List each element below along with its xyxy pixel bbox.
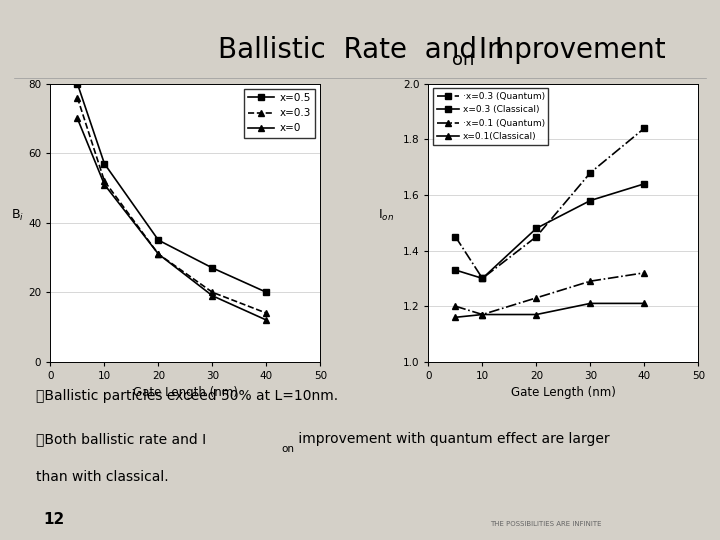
Y-axis label: B$_i$: B$_i$ <box>11 208 24 222</box>
Legend: x=0.5, x=0.3, x=0: x=0.5, x=0.3, x=0 <box>244 89 315 138</box>
Y-axis label: I$_{on}$: I$_{on}$ <box>378 208 394 222</box>
Text: ・Ballistic particles exceed 50% at L=10nm.: ・Ballistic particles exceed 50% at L=10n… <box>36 389 338 403</box>
Text: than with classical.: than with classical. <box>36 470 168 484</box>
Text: 12: 12 <box>43 511 65 526</box>
Legend: ·x=0.3 (Quantum), x=0.3 (Classical), ·x=0.1 (Quantum), x=0.1(Classical): ·x=0.3 (Quantum), x=0.3 (Classical), ·x=… <box>433 88 549 145</box>
Text: Ballistic  Rate  and  I: Ballistic Rate and I <box>217 36 503 64</box>
Text: ・Both ballistic rate and I: ・Both ballistic rate and I <box>36 432 206 446</box>
Text: on: on <box>282 444 294 454</box>
Text: THE POSSIBILITIES ARE INFINITE: THE POSSIBILITIES ARE INFINITE <box>490 521 601 526</box>
Text: Improvement: Improvement <box>470 36 666 64</box>
X-axis label: Gate Length (nm): Gate Length (nm) <box>511 387 616 400</box>
Text: improvement with quantum effect are larger: improvement with quantum effect are larg… <box>294 432 610 446</box>
X-axis label: Gate Length (nm): Gate Length (nm) <box>133 387 238 400</box>
Text: on: on <box>452 51 474 69</box>
